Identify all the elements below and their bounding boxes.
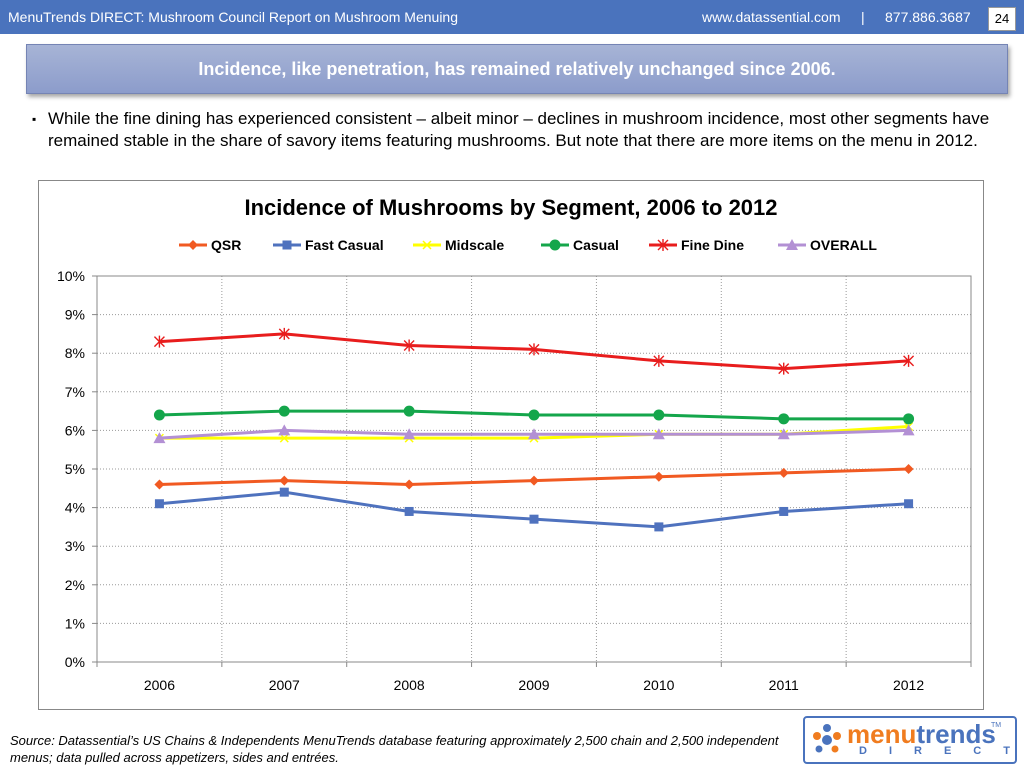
- logo-wordmark: menutrends: [847, 719, 996, 749]
- data-point-fine-dine: [153, 335, 165, 348]
- data-point-casual: [653, 409, 665, 421]
- data-point-fast-casual: [154, 499, 164, 509]
- data-point-casual: [278, 405, 290, 417]
- legend-swatch-fine-dine: [649, 239, 677, 251]
- header-website-link[interactable]: www.datassential.com: [702, 9, 841, 25]
- legend-label: Fast Casual: [305, 237, 384, 253]
- data-point-overall: [652, 428, 665, 440]
- plot-area-frame: [96, 275, 972, 663]
- y-tick-label: 8%: [65, 345, 85, 361]
- legend-marker: [786, 239, 798, 250]
- bullet-point: ▪ While the fine dining has experienced …: [32, 108, 992, 152]
- logo-direct: DIRECT: [859, 745, 1024, 757]
- x-tick-label: 2007: [269, 677, 300, 693]
- y-tick-label: 0%: [65, 654, 85, 670]
- data-point-casual: [778, 413, 790, 425]
- chart-title: Incidence of Mushrooms by Segment, 2006 …: [244, 195, 778, 220]
- chart-legend: QSR Fast Casual Midscale Casual Fine Dine OVE…: [39, 233, 983, 257]
- page-number: 24: [988, 7, 1016, 31]
- data-point-fine-dine: [903, 354, 915, 367]
- x-tick-label: 2010: [643, 677, 674, 693]
- series-qsr: [154, 464, 914, 490]
- x-tick-label: 2008: [394, 677, 425, 693]
- y-tick-label: 10%: [57, 268, 85, 284]
- series-overall: [153, 424, 915, 444]
- data-point-fine-dine: [403, 339, 415, 352]
- data-point-fast-casual: [654, 522, 664, 532]
- x-tick-label: 2009: [518, 677, 549, 693]
- y-tick-label: 7%: [65, 384, 85, 400]
- logo-trademark: TM: [991, 722, 1002, 729]
- data-point-qsr: [778, 467, 789, 478]
- y-tick-label: 1%: [65, 615, 85, 631]
- legend-swatch-midscale: [413, 240, 441, 250]
- legend-swatch-qsr: [179, 240, 207, 250]
- data-point-qsr: [903, 464, 914, 474]
- data-point-overall: [902, 424, 915, 436]
- data-point-fast-casual: [279, 487, 289, 497]
- legend-marker: [282, 240, 292, 250]
- data-point-overall: [403, 428, 416, 440]
- data-point-fast-casual: [779, 506, 789, 516]
- data-point-qsr: [529, 475, 539, 486]
- data-point-qsr: [279, 475, 290, 486]
- data-point-fast-casual: [529, 514, 539, 524]
- menutrends-logo: menutrends TM DIRECT: [803, 716, 1017, 764]
- y-tick-label: 2%: [65, 577, 85, 593]
- data-point-overall: [528, 428, 540, 440]
- chart-container: Incidence of Mushrooms by Segment, 2006 …: [38, 180, 984, 710]
- legend-label: OVERALL: [810, 237, 877, 253]
- x-tick-label: 2012: [893, 677, 924, 693]
- legend-marker: [422, 240, 432, 250]
- legend-label: Midscale: [445, 237, 505, 253]
- x-tick-label: 2006: [144, 677, 175, 693]
- series-fast-casual: [154, 487, 914, 532]
- y-tick-label: 6%: [65, 422, 85, 438]
- y-tick-label: 4%: [65, 500, 85, 516]
- legend-label: Casual: [573, 237, 619, 253]
- legend-swatch-casual: [541, 239, 569, 251]
- data-point-fine-dine: [528, 343, 540, 356]
- data-point-casual: [403, 405, 415, 417]
- x-tick-label: 2011: [769, 677, 799, 693]
- data-point-casual: [153, 409, 165, 421]
- y-tick-label: 5%: [65, 461, 85, 477]
- legend-label: QSR: [211, 237, 242, 253]
- data-point-casual: [528, 409, 540, 421]
- legend-marker: [188, 240, 198, 250]
- data-point-overall: [777, 428, 790, 440]
- data-point-fast-casual: [404, 506, 414, 516]
- series-fine-dine: [153, 327, 915, 375]
- header-separator: |: [861, 9, 865, 25]
- legend-marker: [549, 239, 561, 251]
- data-point-fine-dine: [778, 362, 790, 375]
- data-point-qsr: [154, 479, 165, 490]
- legend-swatch-fast-casual: [273, 240, 301, 250]
- data-point-fine-dine: [653, 354, 665, 367]
- line-chart: 0% 1% 2% 3% 4% 5% 6% 7% 8% 9% 10% 2006 2007 2008 2009 2…: [57, 268, 972, 693]
- header-title: MenuTrends DIRECT: Mushroom Council Repo…: [8, 9, 458, 25]
- data-point-qsr: [404, 479, 415, 490]
- logo-dots-icon: [813, 724, 841, 753]
- y-tick-label: 3%: [65, 538, 85, 554]
- slide-headline: Incidence, like penetration, has remaine…: [26, 44, 1008, 94]
- bullet-marker: ▪: [32, 112, 37, 126]
- data-point-midscale: [279, 433, 289, 443]
- data-point-qsr: [653, 471, 664, 482]
- header-bar: MenuTrends DIRECT: Mushroom Council Repo…: [0, 0, 1024, 34]
- legend-marker: [657, 239, 669, 251]
- data-point-fast-casual: [904, 499, 914, 509]
- y-tick-label: 9%: [65, 307, 85, 323]
- data-point-casual: [903, 413, 915, 425]
- bullet-text: While the fine dining has experienced co…: [48, 109, 990, 150]
- data-point-fine-dine: [278, 327, 290, 340]
- data-point-overall: [278, 424, 291, 436]
- source-note: Source: Datassential’s US Chains & Indep…: [10, 733, 779, 765]
- legend-label: Fine Dine: [681, 237, 745, 253]
- header-phone: 877.886.3687: [885, 9, 971, 25]
- series-casual: [153, 405, 915, 425]
- legend-swatch-overall: [778, 239, 806, 250]
- data-point-overall: [153, 432, 166, 444]
